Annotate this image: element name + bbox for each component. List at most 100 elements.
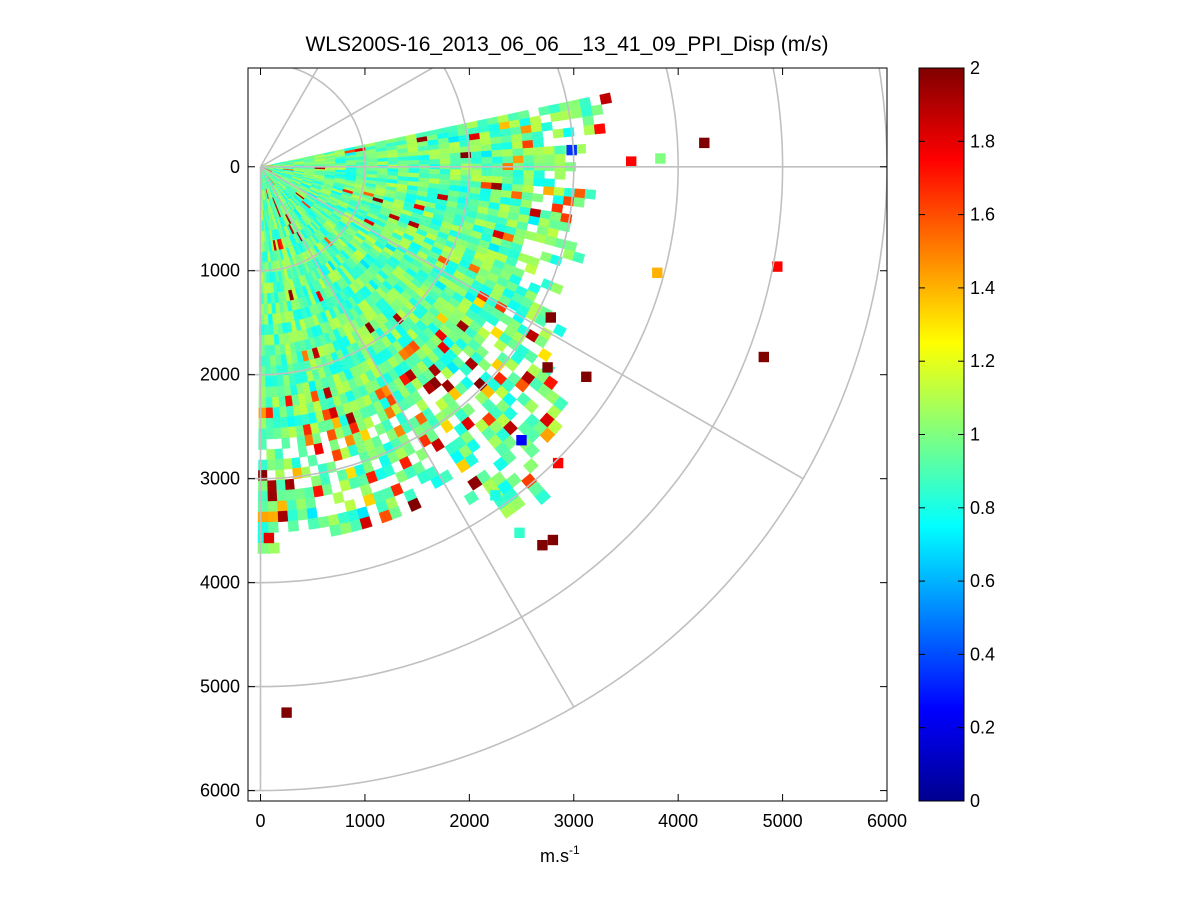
scan-cell [257, 511, 269, 523]
scan-cell [522, 139, 534, 149]
colorbar-tick-label: 0.8 [970, 498, 995, 518]
scan-cell [303, 486, 315, 499]
scan-cell [261, 241, 265, 253]
scan-cell [522, 147, 535, 157]
scan-cell [378, 509, 393, 524]
scan-cell [276, 375, 284, 387]
scan-cell [345, 162, 357, 166]
scan-cell [418, 159, 430, 165]
isolated-cell [552, 457, 564, 469]
scan-cell [266, 459, 276, 471]
y-tick-label: 5000 [200, 677, 240, 697]
scan-cell [502, 155, 514, 164]
scan-cell [450, 158, 462, 165]
scan-cell [272, 417, 281, 429]
scan-cell [522, 177, 535, 187]
scan-cell [554, 145, 566, 155]
scan-cell [408, 155, 420, 161]
polar-spoke [260, 166, 804, 480]
scan-cell [542, 186, 555, 196]
scan-cell [291, 457, 302, 469]
scan-cell [270, 375, 278, 388]
scan-cell [520, 124, 533, 135]
scan-cell [258, 459, 268, 471]
scan-cell [387, 156, 399, 162]
scan-cell [543, 146, 555, 156]
scan-cell [273, 427, 282, 440]
scan-cell [266, 448, 276, 461]
scan-cell [530, 123, 543, 133]
isolated-cell [772, 261, 783, 272]
polar-spoke [260, 68, 434, 168]
colorbar-tick-label: 1.2 [970, 351, 995, 371]
scan-cell [429, 173, 441, 180]
scan-cell [499, 502, 517, 519]
scan-cell [269, 344, 276, 357]
scan-cell [274, 344, 281, 356]
scan-cell [268, 324, 274, 336]
scan-cell [295, 498, 307, 511]
scan-cell [310, 474, 322, 488]
scan-cell [455, 458, 471, 474]
isolated-cell [514, 527, 525, 538]
scan-cell [317, 515, 330, 529]
scan-cell [531, 193, 544, 203]
scan-cell [272, 407, 281, 419]
scan-cell [297, 445, 308, 458]
scan-cell [306, 507, 318, 520]
scan-cell [312, 485, 324, 498]
colorbar-tick-label: 0.2 [970, 718, 995, 738]
scan-cell [471, 157, 483, 165]
scan-cell [502, 169, 514, 178]
x-axis-label: m.s-1 [540, 843, 580, 866]
scan-cell [267, 500, 278, 513]
x-tick-label: 2000 [449, 811, 489, 831]
scan-cell [279, 416, 289, 429]
plot-frame [247, 67, 888, 802]
scan-cell [416, 470, 431, 485]
x-axis: 0 1000 2000 3000 4000 5000 6000 [256, 68, 907, 831]
scan-cell [275, 479, 286, 492]
scan-cell [463, 490, 480, 506]
scan-cell [397, 160, 410, 166]
scan-cell [491, 169, 503, 178]
scan-cell [440, 419, 455, 434]
scan-cell [366, 158, 378, 163]
scan-cell [407, 497, 422, 512]
scan-cell [544, 154, 556, 164]
colorbar-tick-label: 1.4 [970, 278, 995, 298]
scan-cell [329, 523, 342, 537]
scan-cell [532, 138, 545, 149]
scan-cell [264, 376, 272, 388]
scan-cell [418, 168, 430, 175]
scan-cell [276, 500, 288, 512]
scan-cell [376, 157, 389, 163]
scan-cell [268, 542, 280, 554]
scan-cell [280, 427, 290, 439]
scan-cell [285, 405, 295, 418]
colorbar-tick-label: 1.8 [970, 131, 995, 151]
scan-cell [501, 183, 513, 192]
scan-cell [512, 155, 524, 164]
scan-cell [552, 195, 565, 206]
scan-cell [258, 480, 268, 492]
scan-cell [523, 170, 535, 179]
scan-cell [428, 149, 440, 156]
scan-cell [512, 177, 524, 186]
isolated-cell [263, 532, 275, 544]
scan-cell [366, 161, 378, 166]
x-tick-label: 4000 [658, 811, 698, 831]
scan-cell [262, 282, 268, 294]
scan-cell [534, 488, 552, 506]
x-tick-label: 5000 [763, 811, 803, 831]
colorbar-axis: 0 0.2 0.4 0.6 0.8 1 1.2 1.4 1.6 1.8 2 [919, 58, 995, 811]
scan-cell [278, 396, 287, 408]
scan-cell [573, 197, 585, 208]
scan-cell [582, 115, 595, 127]
scan-cell [583, 124, 596, 136]
scan-cell [408, 168, 420, 174]
scan-cell [332, 491, 345, 505]
colorbar-tick-label: 0 [970, 791, 980, 811]
scan-cell [429, 159, 441, 165]
